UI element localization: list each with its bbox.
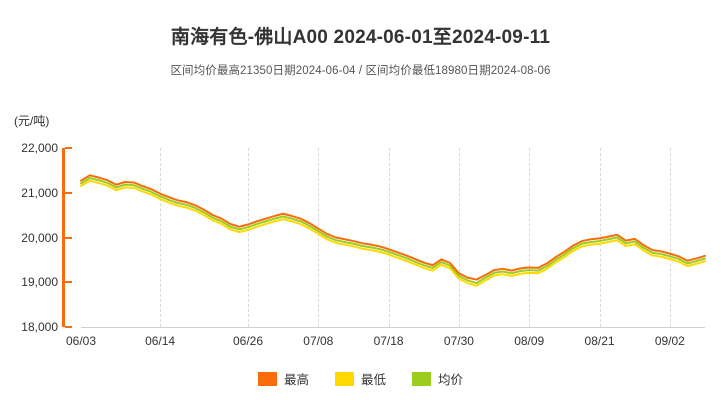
y-axis-tick xyxy=(65,147,72,149)
y-axis-tick-label: 22,000 xyxy=(21,141,58,155)
legend-label: 最低 xyxy=(360,373,386,387)
legend-item[interactable]: 均价 xyxy=(412,369,463,388)
chart-legend: 最高 最低 均价 xyxy=(0,369,721,388)
gridline xyxy=(529,148,531,327)
page-title: 南海有色-佛山A00 2024-06-01至2024-09-11 xyxy=(170,27,551,48)
legend-label: 最高 xyxy=(283,373,309,387)
y-axis-tick-label: 19,000 xyxy=(21,275,58,290)
gridline xyxy=(388,148,390,327)
series-line xyxy=(80,179,706,287)
series-lines xyxy=(80,174,706,287)
legend-swatch-icon xyxy=(412,371,431,386)
x-axis-tick-label: 07/18 xyxy=(373,334,404,348)
x-axis-tick-label: 06/03 xyxy=(65,334,97,348)
gridline xyxy=(160,148,162,327)
chart-subtitle: 区间均价最高21350日期2024-06-04 / 区间均价最低18980日期2… xyxy=(170,65,551,77)
y-axis-tick xyxy=(65,236,72,239)
y-axis-tick xyxy=(65,326,72,328)
gridline xyxy=(669,148,671,327)
x-axis-baseline xyxy=(81,327,705,328)
gridline xyxy=(458,148,460,327)
x-axis-tick-label: 06/14 xyxy=(145,334,176,348)
x-axis-tick-label: 07/30 xyxy=(443,334,474,348)
gridline xyxy=(318,148,320,327)
x-axis-tick-label: 09/02 xyxy=(654,334,685,348)
x-axis-tick-label: 07/08 xyxy=(303,334,334,348)
series-line xyxy=(80,176,706,285)
y-axis-tick-label: 20,000 xyxy=(21,230,58,245)
series-line xyxy=(80,174,706,281)
legend-item[interactable]: 最高 xyxy=(257,369,309,388)
y-axis-unit-label: (元/吨) xyxy=(14,114,50,128)
legend-item[interactable]: 最低 xyxy=(334,369,386,388)
legend-swatch-icon xyxy=(334,371,354,386)
y-axis-tick xyxy=(65,191,72,194)
y-axis-line xyxy=(62,148,65,327)
y-axis-tick-labels: 18,000 19,000 20,000 21,000 22,000 xyxy=(0,0,58,400)
legend-label: 均价 xyxy=(438,373,464,387)
x-axis-tick-label: 08/21 xyxy=(584,334,615,348)
legend-swatch-icon xyxy=(257,371,277,386)
x-axis-tick-label: 08/09 xyxy=(514,334,545,348)
gridline xyxy=(247,148,249,327)
y-axis-tick-label: 21,000 xyxy=(21,185,58,200)
plot-area xyxy=(80,148,706,327)
y-axis-tick-label: 18,000 xyxy=(21,320,58,334)
x-axis-tick-label: 06/26 xyxy=(232,334,263,348)
y-axis-tick xyxy=(65,281,72,284)
